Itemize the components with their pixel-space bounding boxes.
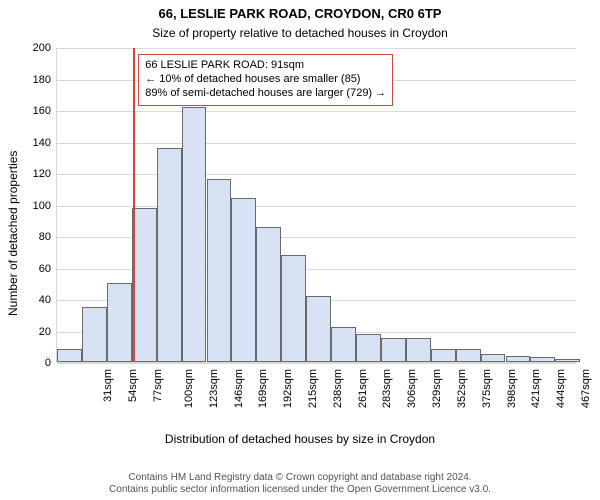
histogram-bar [231,198,256,362]
histogram-bar [406,338,431,362]
reference-line [133,48,135,362]
x-tick-label: 238sqm [332,369,344,408]
histogram-bar [555,359,580,362]
x-tick-label: 398sqm [506,369,518,408]
x-tick-label: 444sqm [555,369,567,408]
attribution-footer: Contains HM Land Registry data © Crown c… [0,472,600,496]
histogram-bar [207,179,232,362]
histogram-bar [107,283,132,362]
histogram-bar [132,208,157,362]
y-tick-label: 160 [33,105,57,117]
x-tick-label: 146sqm [233,369,245,408]
histogram-bar [481,354,506,362]
histogram-bar [506,356,531,362]
y-tick-label: 0 [45,357,57,369]
x-tick-label: 261sqm [357,369,369,408]
x-tick-label: 192sqm [282,369,294,408]
x-tick-label: 54sqm [127,369,139,402]
x-tick-label: 283sqm [381,369,393,408]
y-tick-label: 100 [33,200,57,212]
histogram-bar [182,107,207,362]
y-axis-label: Number of detached properties [6,150,20,315]
y-tick-label: 40 [39,294,57,306]
y-tick-label: 20 [39,326,57,338]
x-tick-label: 31sqm [102,369,114,402]
x-tick-label: 352sqm [456,369,468,408]
y-tick-label: 140 [33,137,57,149]
x-tick-label: 100sqm [183,369,195,408]
histogram-bar [281,255,306,362]
histogram-bar [157,148,182,362]
y-tick-label: 120 [33,168,57,180]
x-tick-label: 123sqm [208,369,220,408]
histogram-bar [431,349,456,362]
histogram-bar [331,327,356,362]
annotation-line: 89% of semi-detached houses are larger (… [145,87,386,101]
footer-line-2: Contains public sector information licen… [0,484,600,496]
y-tick-label: 60 [39,263,57,275]
x-tick-label: 169sqm [258,369,270,408]
histogram-bar [356,334,381,362]
histogram-bar [82,307,107,362]
x-tick-label: 329sqm [431,369,443,408]
page-title: 66, LESLIE PARK ROAD, CROYDON, CR0 6TP [0,6,600,21]
x-tick-label: 375sqm [481,369,493,408]
histogram-bar [306,296,331,362]
y-tick-label: 80 [39,231,57,243]
x-tick-label: 421sqm [531,369,543,408]
page-subtitle: Size of property relative to detached ho… [0,26,600,40]
x-axis-label: Distribution of detached houses by size … [0,432,600,446]
x-tick-label: 77sqm [152,369,164,402]
annotation-line: 66 LESLIE PARK ROAD: 91sqm [145,59,386,73]
y-tick-label: 200 [33,42,57,54]
y-tick-label: 180 [33,74,57,86]
histogram-bar [256,227,281,362]
histogram-plot: 02040608010012014016018020066 LESLIE PAR… [56,48,576,363]
x-tick-label: 467sqm [580,369,592,408]
histogram-bar [530,357,555,362]
x-tick-label: 306sqm [406,369,418,408]
footer-line-1: Contains HM Land Registry data © Crown c… [0,472,600,484]
annotation-box: 66 LESLIE PARK ROAD: 91sqm← 10% of detac… [138,54,393,105]
grid-line [57,363,576,364]
x-tick-label: 215sqm [307,369,319,408]
histogram-bar [381,338,406,362]
annotation-line: ← 10% of detached houses are smaller (85… [145,73,386,87]
histogram-bar [57,349,82,362]
histogram-bar [456,349,481,362]
